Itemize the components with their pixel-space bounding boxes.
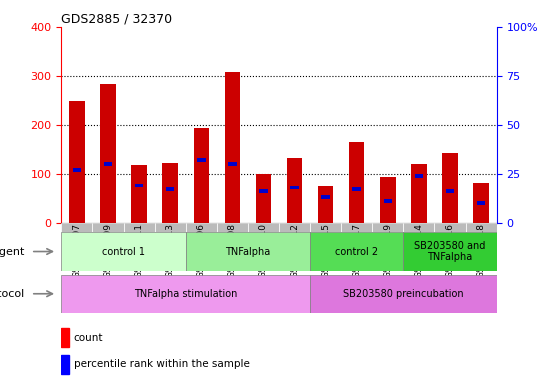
Bar xyxy=(411,164,427,223)
Text: percentile rank within the sample: percentile rank within the sample xyxy=(74,359,249,369)
Text: agent: agent xyxy=(0,247,25,257)
Text: GSM189808: GSM189808 xyxy=(228,223,237,278)
Bar xyxy=(61,275,310,313)
Text: SB203580 preincubation: SB203580 preincubation xyxy=(343,289,464,299)
Bar xyxy=(61,232,186,271)
Bar xyxy=(248,223,279,232)
Text: GDS2885 / 32370: GDS2885 / 32370 xyxy=(61,13,172,26)
Bar xyxy=(123,223,155,232)
Bar xyxy=(321,195,330,199)
Bar xyxy=(93,223,123,232)
Text: GSM189817: GSM189817 xyxy=(352,223,361,278)
Bar xyxy=(259,189,268,194)
Bar xyxy=(341,223,372,232)
Bar xyxy=(372,223,403,232)
Bar xyxy=(135,184,143,187)
Text: GSM189809: GSM189809 xyxy=(104,223,113,278)
Bar xyxy=(186,223,217,232)
Bar xyxy=(446,189,454,194)
Text: GSM189814: GSM189814 xyxy=(415,223,424,278)
Text: GSM189815: GSM189815 xyxy=(321,223,330,278)
Bar xyxy=(61,355,69,374)
Text: count: count xyxy=(74,333,103,343)
Bar xyxy=(61,223,93,232)
Bar xyxy=(73,168,81,172)
Bar xyxy=(403,223,435,232)
Bar xyxy=(224,72,240,223)
Bar xyxy=(100,84,116,223)
Bar xyxy=(435,223,465,232)
Text: GSM189810: GSM189810 xyxy=(259,223,268,278)
Bar xyxy=(403,232,497,271)
Bar xyxy=(380,177,396,223)
Bar xyxy=(465,223,497,232)
Text: GSM189818: GSM189818 xyxy=(477,223,485,278)
Text: GSM189811: GSM189811 xyxy=(134,223,143,278)
Bar xyxy=(318,186,333,223)
Bar xyxy=(228,162,237,166)
Bar xyxy=(279,223,310,232)
Text: control 2: control 2 xyxy=(335,247,378,257)
Text: GSM189816: GSM189816 xyxy=(445,223,454,278)
Bar xyxy=(310,223,341,232)
Text: GSM189819: GSM189819 xyxy=(383,223,392,278)
Bar xyxy=(69,101,85,223)
Bar xyxy=(290,185,299,189)
Text: GSM189813: GSM189813 xyxy=(166,223,175,278)
Bar xyxy=(217,223,248,232)
Bar xyxy=(131,165,147,223)
Text: TNFalpha: TNFalpha xyxy=(225,247,271,257)
Bar xyxy=(166,187,175,191)
Bar xyxy=(442,153,458,223)
Bar xyxy=(197,158,205,162)
Text: GSM189807: GSM189807 xyxy=(73,223,81,278)
Bar xyxy=(162,163,178,223)
Bar xyxy=(104,162,112,166)
Bar xyxy=(349,142,364,223)
Bar xyxy=(61,328,69,347)
Bar xyxy=(310,232,403,271)
Bar xyxy=(353,187,361,191)
Text: control 1: control 1 xyxy=(102,247,145,257)
Bar xyxy=(477,201,485,205)
Bar xyxy=(415,174,423,178)
Text: SB203580 and
TNFalpha: SB203580 and TNFalpha xyxy=(414,241,485,262)
Text: TNFalpha stimulation: TNFalpha stimulation xyxy=(134,289,237,299)
Bar xyxy=(383,199,392,203)
Bar xyxy=(287,158,302,223)
Bar xyxy=(194,128,209,223)
Bar xyxy=(186,232,310,271)
Bar xyxy=(473,182,489,223)
Bar xyxy=(310,275,497,313)
Text: protocol: protocol xyxy=(0,289,25,299)
Text: GSM189806: GSM189806 xyxy=(197,223,206,278)
Bar xyxy=(256,174,271,223)
Text: GSM189812: GSM189812 xyxy=(290,223,299,278)
Bar xyxy=(155,223,186,232)
